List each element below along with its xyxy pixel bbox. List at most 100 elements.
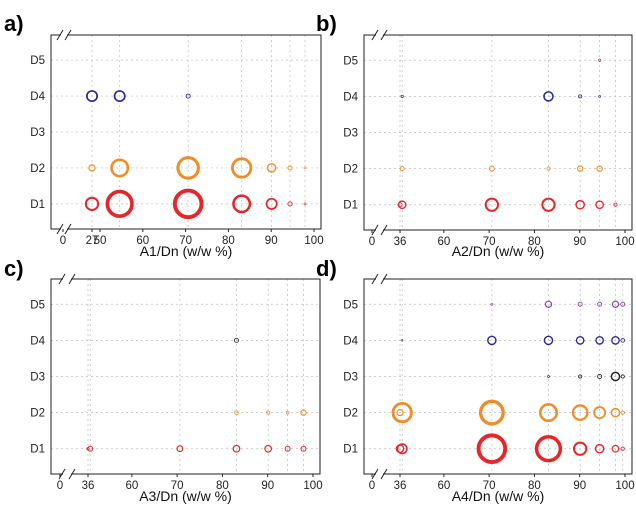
data-point-d1	[265, 197, 278, 210]
data-point-d1	[232, 444, 241, 453]
data-point-d1	[575, 199, 585, 210]
x-tick-label: 36	[394, 236, 407, 248]
data-point-d1	[287, 201, 293, 207]
data-point-d4	[578, 94, 583, 99]
axis-break-mark	[56, 29, 64, 41]
data-point-d3	[610, 371, 621, 382]
data-point-d1	[595, 200, 605, 210]
x-tick-label: 90	[261, 480, 274, 492]
chart-panel-3: c) D1 D2 D3 D4 D5 0 36 60 70 80 90 100 A3/Dn (w/w %)	[4, 256, 323, 504]
axis-break-gap-top	[376, 276, 383, 282]
chart-panel-2: b) D1 D2 D3 D4 D5 0 36 60 70 80 90 100 A2/Dn (w/w %)	[316, 11, 635, 259]
axis-break-mark	[380, 224, 388, 236]
data-point-d1	[105, 189, 134, 218]
y-tick-label-d2: D2	[30, 408, 45, 420]
plot-frame	[363, 34, 633, 231]
data-point-d2	[266, 163, 277, 173]
x-tick-label: 100	[304, 235, 323, 247]
axis-break-gap-bottom	[376, 471, 383, 477]
axis-break-mark	[64, 29, 72, 41]
axis-break-mark	[371, 224, 379, 236]
chart-panel-4: d) D1 D2 D3 D4 D5 0 36 60 70 80 90 100 A4/Dn (w/w %)	[316, 256, 635, 504]
data-point-d4	[575, 336, 585, 345]
axis-break-mark	[371, 273, 379, 285]
data-point-d2	[610, 407, 621, 418]
data-point-d1	[613, 202, 618, 207]
data-point-d1	[611, 444, 620, 453]
x-tick-label: 0	[60, 235, 66, 247]
data-point-d2	[488, 165, 495, 172]
y-tick-label-d4: D4	[343, 91, 358, 103]
data-point-d2	[571, 404, 589, 421]
y-tick-label-d2: D2	[343, 164, 358, 176]
x-tick-label: 60	[136, 235, 149, 247]
x-tick-label: 70	[483, 480, 496, 492]
axis-break-mark	[58, 273, 66, 285]
panel-label: c)	[4, 256, 24, 281]
data-point-d2	[478, 399, 505, 426]
panel-label: a)	[4, 11, 24, 36]
data-point-d4	[401, 339, 404, 342]
x-tick-label: 80	[528, 480, 541, 492]
data-point-d2	[538, 403, 558, 423]
data-point-d4	[611, 336, 620, 345]
data-point-d4	[598, 95, 601, 98]
data-point-d4	[113, 90, 126, 103]
data-point-d2	[110, 158, 130, 178]
y-tick-label-d1: D1	[343, 200, 358, 212]
axis-break-mark	[68, 273, 76, 285]
data-point-d5	[490, 302, 494, 306]
data-point-d1	[476, 433, 508, 465]
data-point-d3	[597, 374, 603, 380]
data-point-d4	[86, 90, 98, 103]
y-tick-label-d3: D3	[30, 372, 45, 384]
x-tick-label: 100	[615, 236, 634, 248]
axis-break-gap-bottom	[376, 227, 383, 233]
axis-break-gap-top	[63, 276, 71, 282]
data-point-d1	[284, 445, 291, 452]
data-point-d2	[399, 166, 405, 172]
data-point-d2	[391, 401, 413, 424]
data-point-d4	[620, 338, 626, 343]
x-tick-label: 80	[528, 236, 541, 248]
y-tick-label-d2: D2	[343, 408, 358, 420]
data-point-d4	[487, 335, 497, 346]
x-axis-title: A2/Dn (w/w %)	[452, 243, 545, 259]
x-tick-label: 80	[216, 480, 229, 492]
y-tick-label-d1: D1	[343, 444, 358, 456]
data-point-d4	[543, 91, 554, 102]
axis-break-mark	[380, 273, 388, 285]
plot-frame	[363, 278, 633, 475]
panel-label: b)	[316, 11, 337, 36]
data-point-d2	[176, 156, 200, 180]
data-point-d2	[234, 410, 239, 415]
plot-frame	[50, 278, 321, 475]
data-point-d1	[541, 197, 556, 212]
axis-break-gap-bottom	[61, 226, 67, 232]
data-point-d1	[396, 443, 408, 455]
data-point-d2	[546, 166, 551, 171]
data-point-d5	[611, 300, 620, 308]
data-point-d2	[596, 165, 603, 172]
data-point-d5	[577, 301, 583, 307]
x-tick-label: 50	[94, 235, 107, 247]
axis-break-mark	[56, 223, 64, 235]
axis-break-mark	[64, 223, 72, 235]
data-point-d2	[287, 165, 293, 171]
axis-break-gap-bottom	[63, 471, 71, 477]
x-tick-label: 60	[437, 480, 450, 492]
data-point-d1	[397, 200, 407, 210]
x-tick-label: 90	[265, 235, 278, 247]
x-tick-label: 36	[82, 480, 95, 492]
data-point-d2	[576, 165, 584, 172]
y-tick-label-d2: D2	[30, 163, 45, 175]
data-point-d2	[285, 410, 290, 415]
x-tick-label: 36	[394, 480, 407, 492]
x-axis-title: A3/Dn (w/w %)	[139, 488, 232, 504]
data-point-d1	[176, 445, 184, 453]
data-point-d2	[300, 409, 307, 416]
x-axis-title: A1/Dn (w/w %)	[140, 243, 233, 259]
axis-break-mark	[371, 468, 379, 480]
y-tick-label-d3: D3	[30, 127, 45, 139]
